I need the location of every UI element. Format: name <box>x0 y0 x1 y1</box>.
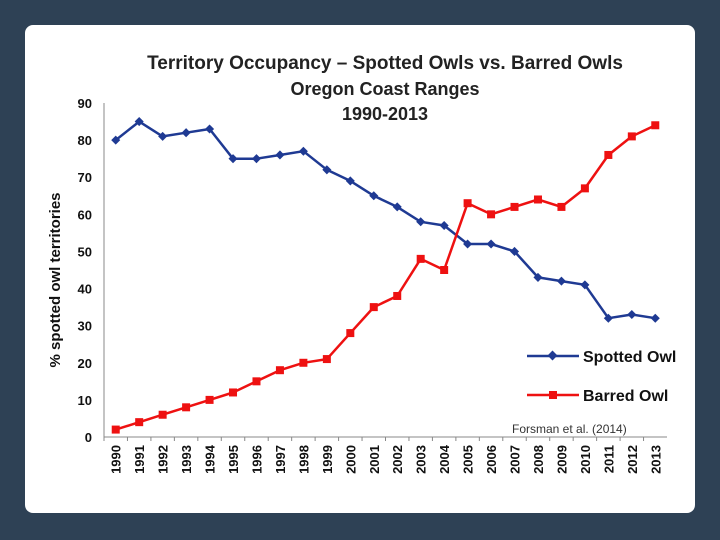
data-point <box>298 146 308 156</box>
data-point <box>651 121 660 130</box>
data-point <box>627 132 636 141</box>
y-tick-labels: 0 10 20 30 40 50 60 70 80 90 <box>78 96 92 445</box>
data-point <box>251 154 262 164</box>
x-tick-label: 1998 <box>296 445 311 474</box>
data-point <box>134 117 144 127</box>
x-tick-label: 2008 <box>531 445 546 474</box>
x-tick-label: 1995 <box>226 445 241 474</box>
x-tick-label: 1997 <box>273 445 288 474</box>
data-point <box>111 425 120 434</box>
y-tick-label: 70 <box>78 170 92 185</box>
data-point <box>416 254 425 263</box>
x-tick-label: 2010 <box>578 445 593 474</box>
y-tick-label: 30 <box>78 319 92 334</box>
y-tick-label: 40 <box>78 282 92 297</box>
x-tick-label: 1996 <box>249 445 264 474</box>
chart-title: Territory Occupancy – Spotted Owls vs. B… <box>147 53 623 74</box>
data-point <box>299 358 308 367</box>
data-point <box>252 377 261 386</box>
data-point <box>275 150 285 160</box>
data-point <box>440 266 449 274</box>
x-tick-label: 2005 <box>461 445 476 474</box>
x-tick-label: 2004 <box>437 444 452 474</box>
data-point <box>604 150 613 159</box>
data-point <box>158 131 168 141</box>
data-point <box>135 418 144 427</box>
data-point <box>557 202 566 211</box>
legend-label-spotted-owl: Spotted Owl <box>583 349 676 366</box>
data-point <box>650 313 660 323</box>
data-point <box>509 246 520 256</box>
line-chart: Territory Occupancy – Spotted Owls vs. B… <box>47 53 676 474</box>
y-tick-label: 60 <box>78 207 92 222</box>
y-tick-label: 80 <box>78 133 92 148</box>
x-tick-labels: 1990 1991 1992 1993 1994 1995 1996 1997 1998 1999… <box>103 437 663 474</box>
data-point <box>322 355 331 364</box>
data-point <box>322 165 332 175</box>
chart-subtitle: Oregon Coast Ranges <box>290 79 479 99</box>
data-point <box>580 280 590 290</box>
data-point <box>182 403 191 412</box>
data-point <box>533 195 542 204</box>
x-tick-label: 2003 <box>414 445 429 474</box>
data-point <box>369 303 378 312</box>
data-point <box>393 291 402 300</box>
x-tick-label: 2011 <box>601 445 616 473</box>
x-tick-label: 2001 <box>367 445 382 474</box>
data-point <box>486 239 496 249</box>
y-tick-label: 90 <box>78 96 92 111</box>
slide-card: Territory Occupancy – Spotted Owls vs. B… <box>25 25 695 513</box>
data-point <box>346 329 355 338</box>
y-tick-label: 50 <box>78 244 92 259</box>
data-point <box>111 135 121 145</box>
x-tick-label: 1999 <box>320 445 335 474</box>
x-tick-label: 2000 <box>343 445 358 474</box>
source-annotation: Forsman et al. (2014) <box>512 422 627 436</box>
data-point <box>205 124 215 134</box>
y-tick-label: 20 <box>78 356 92 371</box>
series-barred-owl <box>111 121 660 434</box>
series-line <box>115 124 656 431</box>
series-line <box>114 120 656 320</box>
series-layer <box>111 117 660 434</box>
data-point <box>627 310 637 320</box>
x-tick-label: 2013 <box>648 445 663 474</box>
data-point <box>580 184 589 193</box>
series-spotted-owl <box>111 117 660 323</box>
data-point <box>275 366 284 375</box>
chart-year-range: 1990-2013 <box>342 104 428 124</box>
legend-marker-spotted <box>547 350 558 361</box>
x-tick-label: 2012 <box>625 445 640 474</box>
data-point <box>181 128 191 138</box>
x-tick-label: 1990 <box>109 445 124 474</box>
data-point <box>463 239 473 249</box>
x-tick-label: 1994 <box>203 444 218 474</box>
y-tick-label: 0 <box>85 430 92 445</box>
x-tick-label: 2009 <box>554 445 569 474</box>
legend-marker-barred <box>549 391 557 399</box>
x-tick-label: 2006 <box>484 445 499 474</box>
data-point <box>510 202 519 211</box>
data-point <box>392 202 402 212</box>
data-point <box>463 199 472 208</box>
y-tick-label: 10 <box>78 393 92 408</box>
data-point <box>158 410 167 419</box>
x-tick-label: 1993 <box>179 445 194 474</box>
x-tick-label: 2007 <box>508 445 523 474</box>
data-point <box>229 388 238 397</box>
data-point <box>205 395 214 404</box>
legend-label-barred-owl: Barred Owl <box>583 388 668 405</box>
data-point <box>556 276 566 286</box>
x-tick-label: 1991 <box>132 445 147 474</box>
data-point <box>487 210 496 219</box>
legend-item-spotted-owl: Spotted Owl <box>527 349 676 366</box>
y-axis-label: % spotted owl territories <box>47 192 64 367</box>
legend: Spotted Owl Barred Owl <box>527 349 676 405</box>
x-tick-label: 2002 <box>390 445 405 474</box>
legend-item-barred-owl: Barred Owl <box>527 388 668 405</box>
x-tick-label: 1992 <box>156 445 171 474</box>
